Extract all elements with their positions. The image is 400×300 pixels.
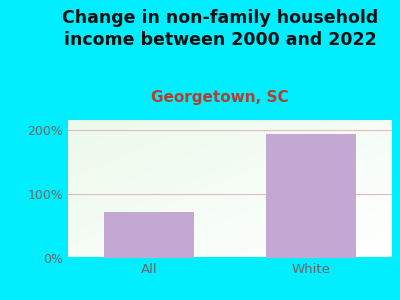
Bar	[266, 134, 356, 258]
Text: Georgetown, SC: Georgetown, SC	[151, 90, 289, 105]
Bar	[104, 212, 194, 258]
Text: Change in non-family household
income between 2000 and 2022: Change in non-family household income be…	[62, 9, 378, 49]
